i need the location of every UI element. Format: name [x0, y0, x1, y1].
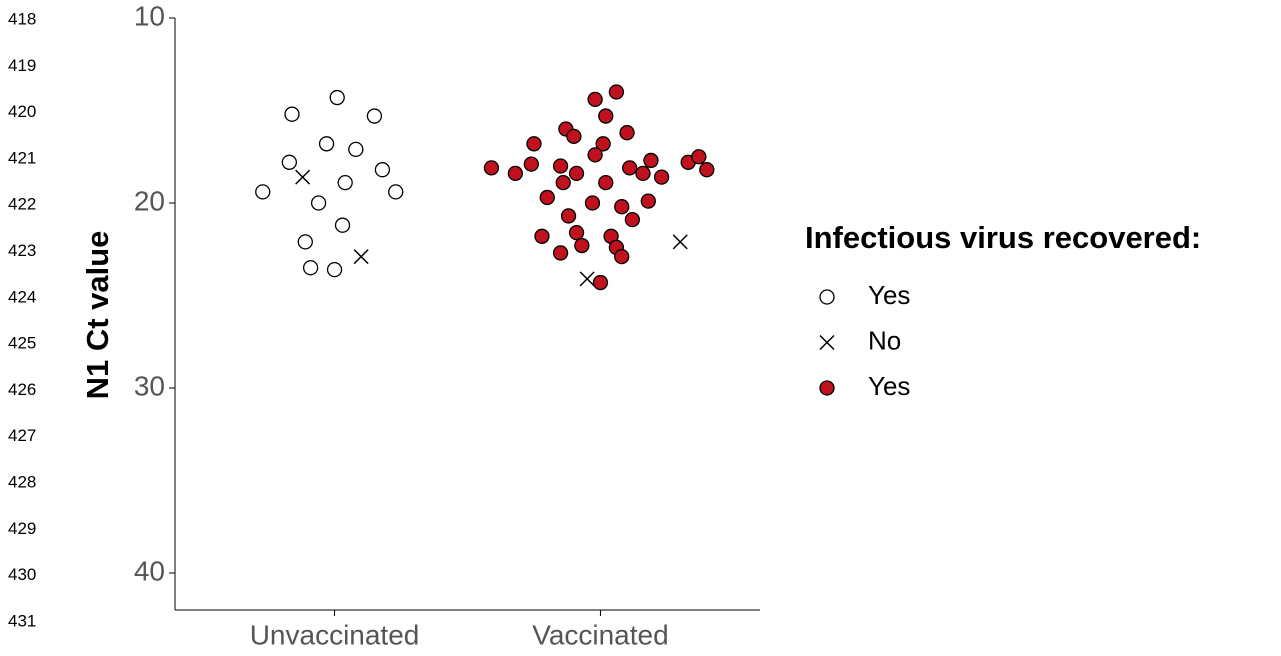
data-point	[552, 245, 569, 261]
data-point	[297, 234, 313, 250]
data-point	[598, 108, 614, 124]
data-point	[691, 149, 707, 165]
y-axis-label: N1 Ct value	[80, 231, 115, 400]
data-point	[526, 136, 542, 152]
data-point	[598, 174, 614, 191]
line-number: 423	[8, 241, 36, 260]
line-number: 427	[8, 426, 36, 445]
line-number: 425	[8, 334, 36, 353]
data-point	[622, 160, 638, 176]
line-number: 424	[8, 287, 36, 306]
data-point	[699, 162, 715, 178]
legend-label: Yes	[868, 280, 910, 310]
data-point	[555, 174, 571, 191]
line-number: 420	[8, 102, 36, 121]
y-tick-label: 20	[134, 185, 165, 216]
x-tick-label: Unvaccinated	[250, 619, 420, 650]
data-point	[366, 108, 383, 124]
data-point	[624, 211, 641, 228]
data-point	[483, 160, 500, 176]
line-number: 426	[8, 380, 36, 399]
legend-marker	[819, 334, 835, 351]
data-point	[326, 261, 343, 278]
data-point	[560, 208, 577, 224]
data-point	[653, 169, 670, 185]
data-point	[295, 169, 311, 185]
data-point	[608, 84, 625, 100]
data-point	[574, 237, 590, 254]
data-point	[643, 152, 659, 169]
data-point	[353, 249, 369, 265]
data-point	[310, 195, 327, 211]
data-point	[337, 174, 353, 191]
data-point	[595, 136, 611, 152]
data-point	[579, 271, 595, 287]
data-point	[568, 224, 585, 241]
legend-marker	[819, 380, 835, 396]
line-number: 418	[8, 9, 36, 28]
data-point	[539, 189, 555, 206]
line-number: 422	[8, 195, 36, 214]
x-tick-label: Vaccinated	[532, 619, 668, 650]
data-point	[388, 184, 404, 200]
data-point	[592, 274, 609, 291]
data-point	[552, 158, 569, 174]
legend-label: Yes	[868, 371, 910, 401]
data-point	[584, 195, 601, 211]
line-number: 421	[8, 148, 36, 167]
data-point	[566, 128, 582, 145]
data-point	[534, 228, 550, 244]
data-point	[568, 165, 585, 182]
line-number: 419	[8, 56, 36, 75]
data-point	[334, 217, 351, 233]
data-point	[255, 184, 271, 200]
data-point	[302, 260, 319, 276]
data-point	[281, 154, 297, 170]
data-point	[640, 193, 656, 209]
line-number: 428	[8, 472, 36, 491]
legend-title: Infectious virus recovered:	[805, 220, 1201, 255]
data-point	[587, 147, 603, 163]
legend-marker	[819, 289, 835, 305]
y-tick-label: 30	[134, 370, 165, 401]
data-point	[614, 248, 630, 265]
line-number: 431	[8, 611, 36, 630]
data-point	[318, 136, 335, 152]
data-point	[523, 156, 539, 172]
data-point	[672, 234, 688, 250]
line-number: 430	[8, 565, 36, 584]
data-point	[619, 125, 635, 141]
data-point	[329, 89, 345, 106]
data-point	[507, 165, 524, 182]
data-point	[374, 162, 391, 178]
data-point	[614, 199, 630, 215]
line-number: 429	[8, 519, 36, 538]
data-point	[284, 106, 300, 122]
legend-label: No	[868, 325, 901, 355]
data-point	[348, 141, 364, 158]
y-tick-label: 40	[134, 555, 165, 586]
data-point	[587, 91, 603, 108]
data-point	[635, 165, 651, 182]
y-tick-label: 10	[134, 0, 165, 31]
